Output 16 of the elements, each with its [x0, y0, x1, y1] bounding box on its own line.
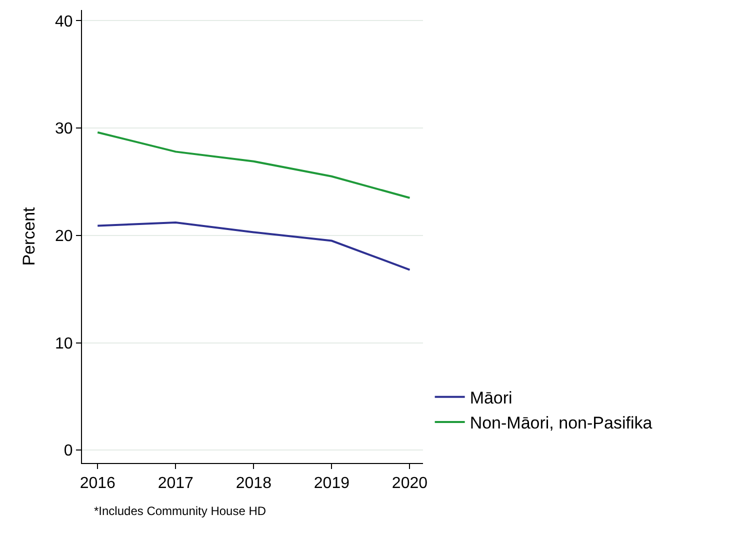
- y-tick-label: 30: [55, 120, 73, 138]
- x-tick-label: 2016: [80, 475, 116, 492]
- y-tick-label: 0: [64, 442, 73, 460]
- y-tick-label: 10: [55, 335, 73, 352]
- legend-label: Non-Māori, non-Pasifika: [470, 414, 653, 433]
- x-tick-label: 2019: [314, 475, 350, 492]
- y-axis-title: Percent: [20, 206, 39, 266]
- line-series: [96, 222, 411, 271]
- y-tick-label: 20: [55, 228, 73, 246]
- x-tick-label: 2020: [392, 475, 428, 492]
- text: *Includes Community House HD: [94, 504, 266, 518]
- x-tick-label: 2018: [236, 475, 272, 492]
- line-series: [96, 131, 411, 199]
- y-tick-label: 40: [55, 13, 73, 30]
- x-tick-label: 2017: [158, 475, 194, 492]
- legend-label: Māori: [470, 388, 512, 408]
